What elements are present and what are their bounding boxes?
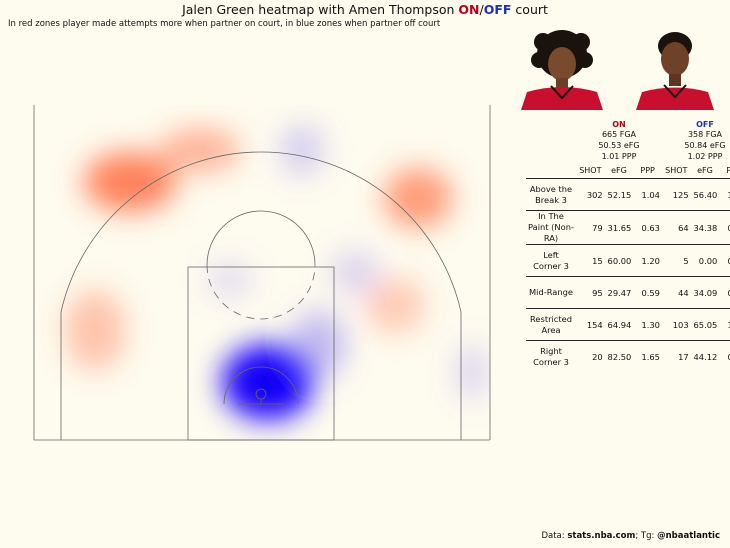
heat-zone-left-short-corner-mid [65,290,125,370]
cell-off-efg: 34.09 [690,276,720,309]
heat-zone-right-corner-three [456,344,488,400]
footer-prefix: Data: [541,531,568,541]
heat-zone-top-of-key-three [280,124,324,176]
zone-name: Above the Break 3 [526,178,576,211]
cell-off-shot: 103 [661,308,691,341]
off-label: OFF [696,120,714,129]
cell-on-efg: 29.47 [604,276,634,309]
cell-off-ppp: 1.13 [719,178,730,211]
zone-name: Left Corner 3 [526,244,576,277]
cell-off-efg: 44.12 [690,340,720,366]
zone-name: In The Paint (Non-RA) [526,210,576,245]
table-row: Above the Break 330252.151.0412556.401.1… [526,178,730,211]
cell-off-ppp: 0.00 [719,244,730,277]
title-on: ON [458,2,480,17]
footer-source: stats.nba.com [567,531,636,541]
cell-on-ppp: 0.59 [633,276,662,309]
footer-separator: ; Tg: [635,531,658,541]
title-off: OFF [483,2,512,17]
cell-on-shot: 154 [576,308,605,341]
zone-name: Restricted Area [526,308,576,341]
heat-zone-right-elbow-extended [365,277,425,333]
cell-off-shot: 5 [661,244,691,277]
on-ppp: 1.01 PPP [601,152,637,161]
cell-off-efg: 56.40 [690,178,720,211]
heat-zone-free-throw-line-left [208,262,252,298]
on-fga: 665 FGA [601,130,637,139]
cell-on-shot: 95 [576,276,605,309]
court-lines [33,105,491,441]
on-efg: 50.53 eFG [598,141,640,150]
on-label: ON [612,120,626,129]
cell-on-shot: 20 [576,340,605,366]
cell-on-ppp: 1.65 [633,340,662,366]
off-ppp: 1.02 PPP [687,152,723,161]
stats-table: ON OFF 665 FGA 50.53 eFG 1.01 PPP 358 FGA 5… [526,116,730,366]
col-on-efg: eFG [604,162,634,179]
cell-off-shot: 17 [661,340,691,366]
zone-name: Mid-Range [526,276,576,309]
cell-off-efg: 34.38 [690,210,720,245]
cell-on-shot: 79 [576,210,605,245]
col-off-ppp: PPP [719,162,730,179]
chart-title: Jalen Green heatmap with Amen Thompson O… [0,2,730,17]
cell-on-ppp: 0.63 [633,210,662,245]
title-prefix: Jalen Green heatmap with Amen Thompson [182,2,459,17]
col-off-efg: eFG [690,162,720,179]
title-suffix: court [511,2,548,17]
heat-zone-right-block-paint [290,311,346,379]
chart-subtitle: In red zones player made attempts more w… [8,19,441,29]
cell-off-shot: 44 [661,276,691,309]
cell-off-efg: 0.00 [690,244,720,277]
off-efg: 50.84 eFG [684,141,726,150]
cell-on-ppp: 1.30 [633,308,662,341]
cell-on-efg: 82.50 [604,340,634,366]
cell-off-ppp: 1.30 [719,308,730,341]
heat-zone-left-wing-three [84,152,176,212]
off-fga: 358 FGA [687,130,723,139]
heat-zone-top-left-above-the-break [160,128,240,172]
footer-handle: @nbaatlantic [657,531,720,541]
player-off-photo [636,32,714,110]
col-off-shot: SHOT [661,162,691,179]
footer-credit: Data: stats.nba.com; Tg: @nbaatlantic [541,531,720,541]
cell-on-efg: 64.94 [604,308,634,341]
heat-zone-right-elbow [331,250,379,294]
col-on-ppp: PPP [633,162,662,179]
col-on-shot: SHOT [576,162,605,179]
cell-on-ppp: 1.04 [633,178,662,211]
heat-core-restricted-area [246,369,286,401]
court-heatmap [33,105,491,441]
heatmap-layer [65,124,488,420]
cell-off-ppp: 0.68 [719,276,730,309]
cell-on-shot: 15 [576,244,605,277]
cell-on-efg: 31.65 [604,210,634,245]
table-row: In The Paint (Non-RA)7931.650.636434.380… [526,210,730,245]
title-separator: / [479,2,484,17]
cell-on-ppp: 1.20 [633,244,662,277]
cell-on-efg: 60.00 [604,244,634,277]
player-on-photo [521,30,603,110]
cell-off-ppp: 0.69 [719,210,730,245]
cell-off-efg: 65.05 [690,308,720,341]
cell-off-ppp: 0.88 [719,340,730,366]
cell-on-shot: 302 [576,178,605,211]
cell-off-shot: 125 [661,178,691,211]
cell-off-shot: 64 [661,210,691,245]
zone-name: Right Corner 3 [526,340,576,366]
cell-on-efg: 52.15 [604,178,634,211]
heat-zone-right-wing-three [384,168,452,228]
